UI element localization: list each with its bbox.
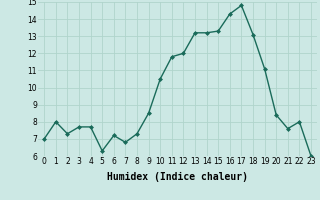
X-axis label: Humidex (Indice chaleur): Humidex (Indice chaleur): [107, 172, 248, 182]
